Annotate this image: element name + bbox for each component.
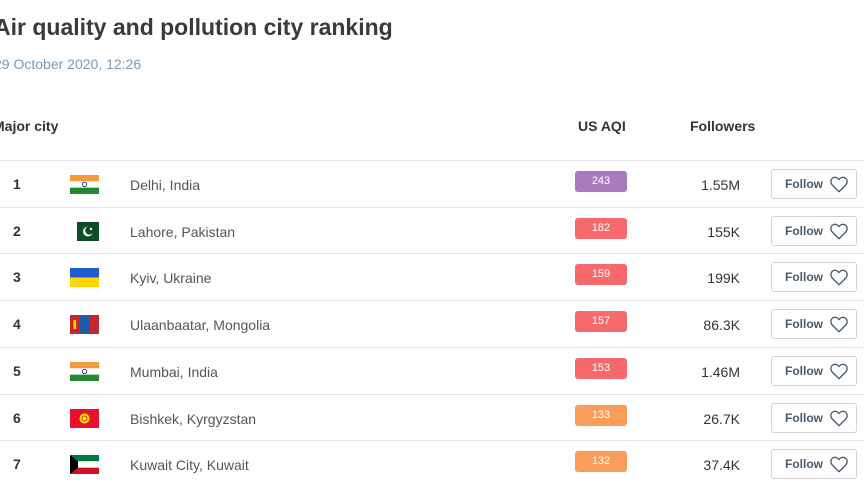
- follow-button[interactable]: Follow: [771, 169, 857, 199]
- heart-icon: [829, 175, 849, 193]
- column-header-followers: Followers: [690, 118, 756, 134]
- follow-button-label: Follow: [785, 457, 823, 472]
- aqi-badge: 157: [575, 311, 627, 333]
- city-name-link[interactable]: Mumbai, India: [130, 363, 218, 380]
- aqi-badge: 153: [575, 357, 627, 379]
- flag-kyrgyzstan-icon: [70, 408, 99, 428]
- heart-icon: [829, 222, 849, 240]
- heart-icon: [829, 409, 849, 427]
- city-name-link[interactable]: Bishkek, Kyrgyzstan: [130, 410, 257, 427]
- follow-button[interactable]: Follow: [771, 449, 857, 480]
- flag-india-icon: [70, 361, 99, 381]
- table-row[interactable]: 2 Lahore, Pakistan 182 155K Follow: [0, 206, 864, 254]
- aqi-badge: 243: [575, 171, 627, 192]
- city-name-link[interactable]: Delhi, India: [130, 177, 201, 193]
- follow-button[interactable]: Follow: [771, 402, 857, 433]
- update-timestamp: 29 October 2020, 12:26: [0, 56, 142, 72]
- follow-button-label: Follow: [785, 223, 823, 238]
- follow-button-label: Follow: [785, 177, 823, 191]
- column-header-aqi[interactable]: US AQI: [578, 118, 626, 134]
- followers-count: 155K: [707, 223, 740, 240]
- table-row[interactable]: 5 Mumbai, India 153 1.46M Follow: [0, 346, 864, 394]
- flag-india-icon: [70, 175, 99, 194]
- flag-mongolia-icon: [70, 315, 99, 335]
- table-row[interactable]: 1 Delhi, India 243 1.55M Follow: [0, 160, 864, 207]
- rank-number: 3: [13, 269, 21, 286]
- followers-count: 1.55M: [701, 177, 740, 193]
- city-name-link[interactable]: Ulaanbaatar, Mongolia: [130, 317, 271, 334]
- flag-pakistan-icon: [70, 221, 99, 241]
- city-name-link[interactable]: Kyiv, Ukraine: [130, 270, 212, 287]
- heart-icon: [829, 362, 849, 380]
- aqi-badge: 133: [575, 404, 627, 426]
- page-title: Air quality and pollution city ranking: [0, 14, 393, 40]
- aqi-badge: 159: [575, 264, 627, 286]
- follow-button-label: Follow: [785, 410, 823, 425]
- table-row[interactable]: 6 Bishkek, Kyrgyzstan 133 26.7K Follow: [0, 393, 864, 441]
- follow-button[interactable]: Follow: [771, 355, 857, 386]
- flag-ukraine-icon: [70, 268, 99, 288]
- rank-number: 4: [13, 316, 21, 333]
- followers-count: 37.4K: [703, 457, 740, 474]
- rank-number: 1: [13, 176, 21, 192]
- table-row[interactable]: 7 Kuwait City, Kuwait 132 37.4K Follow: [0, 440, 864, 487]
- aqi-badge: 182: [575, 217, 627, 239]
- follow-button-label: Follow: [785, 270, 823, 285]
- column-header-city: Major city: [0, 118, 59, 134]
- rank-number: 7: [13, 456, 21, 473]
- heart-icon: [829, 315, 849, 333]
- heart-icon: [829, 268, 849, 286]
- rank-number: 6: [13, 409, 21, 426]
- city-name-link[interactable]: Kuwait City, Kuwait: [130, 457, 249, 474]
- followers-count: 86.3K: [703, 317, 740, 334]
- followers-count: 26.7K: [703, 410, 740, 427]
- follow-button[interactable]: Follow: [771, 262, 857, 293]
- aqi-badge: 132: [575, 451, 627, 473]
- city-name-link[interactable]: Lahore, Pakistan: [130, 223, 236, 240]
- rank-number: 5: [13, 362, 21, 379]
- rank-number: 2: [13, 222, 21, 239]
- table-row[interactable]: 4 Ulaanbaatar, Mongolia 157 86.3K Follow: [0, 300, 864, 347]
- table-row[interactable]: 3 Kyiv, Ukraine 159 199K Follow: [0, 253, 864, 300]
- follow-button[interactable]: Follow: [771, 309, 857, 340]
- follow-button-label: Follow: [785, 317, 823, 332]
- followers-count: 199K: [707, 270, 740, 287]
- heart-icon: [829, 455, 849, 473]
- follow-button[interactable]: Follow: [771, 215, 857, 246]
- followers-count: 1.46M: [701, 363, 740, 380]
- flag-kuwait-icon: [70, 455, 99, 475]
- follow-button-label: Follow: [785, 363, 823, 378]
